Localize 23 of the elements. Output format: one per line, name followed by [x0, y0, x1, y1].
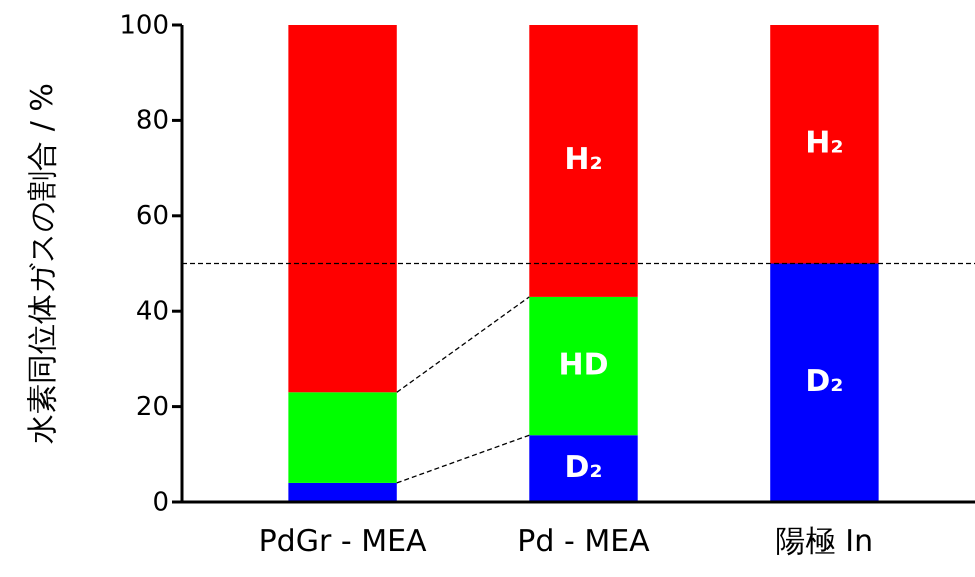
y-axis-title: 水素同位体ガスの割合 / % [25, 83, 60, 444]
series-label: D₂ [564, 450, 603, 485]
y-tick-label: 80 [136, 106, 169, 136]
bar [288, 482, 397, 502]
x-tick-label: 陽極 In [776, 524, 874, 559]
y-tick-label: 100 [119, 10, 169, 40]
bar [529, 25, 638, 297]
bar [770, 264, 879, 502]
y-tick-label: 0 [152, 487, 169, 518]
series-label: HD [558, 347, 609, 382]
bar [529, 435, 638, 502]
text: D₂ [805, 364, 844, 399]
y-tick-label: 40 [136, 296, 169, 327]
series-label: H₂ [564, 142, 603, 178]
x-tick-label: Pd - MEA [517, 524, 650, 559]
bar [770, 25, 879, 264]
bar [288, 392, 397, 483]
y-tick-label: 60 [136, 201, 169, 232]
x-tick-label: PdGr - MEA [258, 524, 428, 559]
y-tick-label: 20 [136, 392, 169, 422]
bar [288, 25, 397, 392]
text: H₂ [805, 125, 844, 160]
bar [529, 296, 638, 436]
